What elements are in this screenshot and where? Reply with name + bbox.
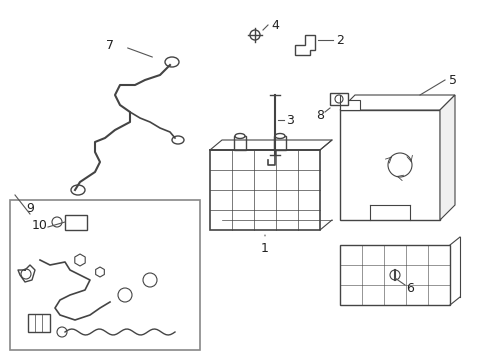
- Polygon shape: [340, 100, 360, 110]
- Bar: [330, 93, 348, 105]
- Bar: [340, 245, 450, 305]
- Text: 9: 9: [26, 202, 34, 215]
- Ellipse shape: [71, 185, 85, 195]
- Polygon shape: [440, 95, 455, 220]
- Bar: [274, 136, 286, 150]
- Text: 1: 1: [261, 235, 269, 255]
- Text: 4: 4: [271, 18, 279, 32]
- Polygon shape: [295, 35, 315, 55]
- Bar: [210, 150, 320, 230]
- Text: 10: 10: [32, 219, 48, 231]
- Circle shape: [390, 270, 400, 280]
- Circle shape: [250, 30, 260, 40]
- Ellipse shape: [235, 134, 245, 139]
- Bar: [10, 200, 200, 350]
- Text: 8: 8: [316, 108, 324, 122]
- Text: 5: 5: [449, 73, 457, 86]
- Bar: [28, 314, 50, 332]
- Bar: [65, 215, 87, 230]
- Circle shape: [57, 327, 67, 337]
- Text: 6: 6: [406, 282, 414, 294]
- Ellipse shape: [275, 134, 285, 139]
- Ellipse shape: [172, 136, 184, 144]
- Text: 7: 7: [106, 39, 114, 51]
- Bar: [234, 136, 246, 150]
- Text: 3: 3: [286, 113, 294, 126]
- Ellipse shape: [165, 57, 179, 67]
- Text: 2: 2: [336, 33, 344, 46]
- Bar: [340, 110, 440, 220]
- Polygon shape: [340, 95, 455, 110]
